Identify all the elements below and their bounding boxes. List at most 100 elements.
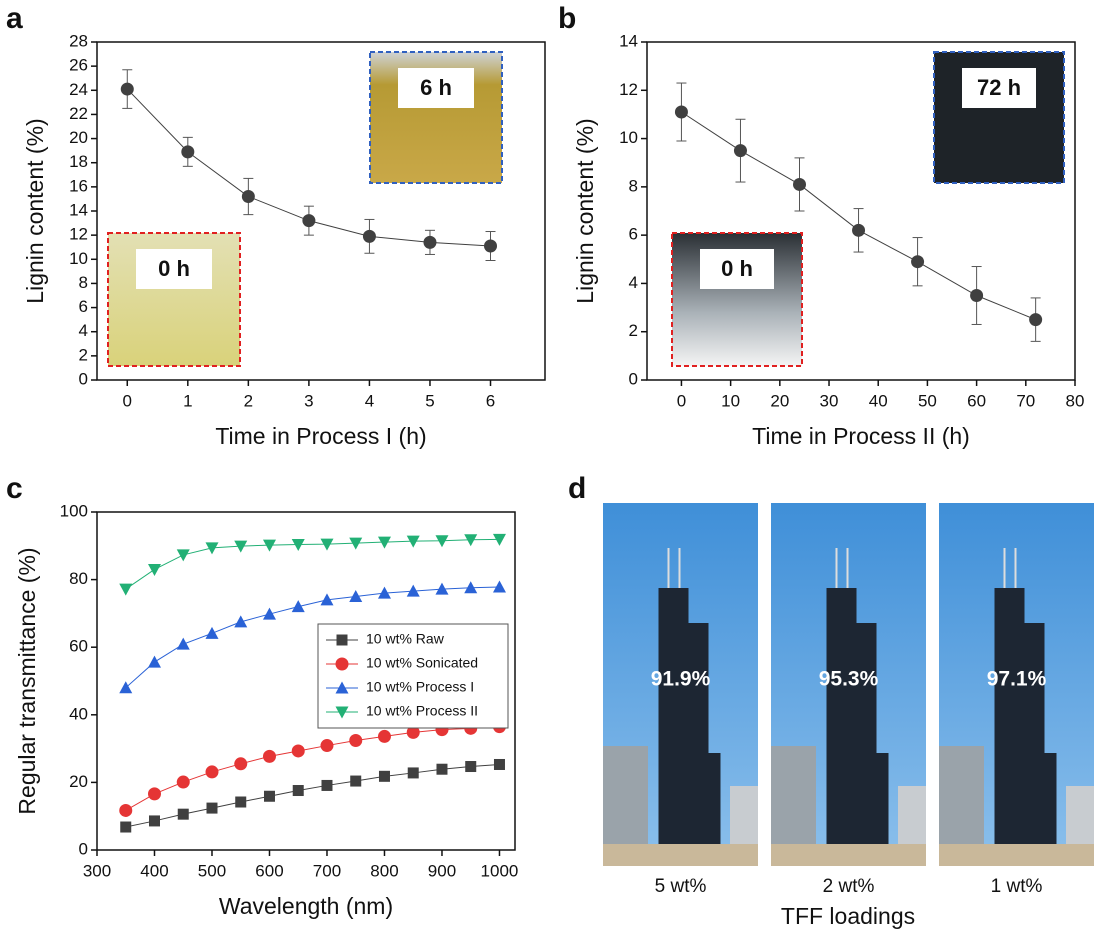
marker [120,822,131,833]
y-tick-label: 60 [69,637,88,656]
x-tick-label: 4 [365,391,374,410]
y-tick-label: 18 [69,152,88,171]
marker [148,656,161,668]
ground [603,844,758,866]
y-tick-label: 6 [629,225,638,244]
marker [148,564,161,576]
marker [493,581,506,593]
y-tick-label: 20 [69,772,88,791]
transmittance-label: 95.3% [819,668,879,691]
x-tick-label: 0 [123,391,132,410]
legend-label: 10 wt% Process II [366,703,478,719]
x-tick-label: 20 [770,391,789,410]
y-tick-label: 0 [629,369,638,388]
y-tick-label: 10 [69,249,88,268]
y-tick-label: 8 [629,176,638,195]
marker [263,608,276,620]
y-tick-label: 2 [79,345,88,364]
marker [408,767,419,778]
marker [263,750,276,763]
marker [177,776,190,789]
loading-label: 2 wt% [823,876,875,897]
x-tick-label: 900 [428,861,456,880]
x-tick-label: 700 [313,861,341,880]
figure: a b c d 0 h6 h02468101214161820222426280… [0,0,1094,933]
marker [119,584,132,596]
marker [302,214,315,227]
y-tick-label: 22 [69,104,88,123]
transmittance-label: 97.1% [987,668,1047,691]
marker [494,759,505,770]
x-tick-label: 1000 [481,861,519,880]
legend-marker [337,635,348,646]
marker [320,739,333,752]
panel-label: d [568,472,586,505]
y-tick-label: 8 [79,273,88,292]
legend-marker [336,658,349,671]
marker [378,730,391,743]
marker [363,230,376,243]
x-tick-label: 6 [486,391,495,410]
marker [292,600,305,612]
y-tick-label: 100 [60,501,88,520]
y-tick-label: 10 [619,128,638,147]
marker [205,542,218,554]
x-tick-label: 600 [255,861,283,880]
marker [234,615,247,627]
marker [321,780,332,791]
marker [181,145,194,158]
x-tick-label: 60 [967,391,986,410]
loading-label: 1 wt% [991,876,1043,897]
x-tick-label: 80 [1066,391,1085,410]
marker [178,809,189,820]
marker [119,804,132,817]
marker [148,787,161,800]
x-tick-label: 500 [198,861,226,880]
marker [349,734,362,747]
y-tick-label: 20 [69,128,88,147]
legend-label: 10 wt% Sonicated [366,655,478,671]
inset-label: 6 h [420,75,452,100]
y-tick-label: 4 [79,321,88,340]
x-tick-label: 1 [183,391,192,410]
marker [292,744,305,757]
y-tick-label: 16 [69,176,88,195]
marker [465,761,476,772]
marker [675,106,688,119]
marker [206,803,217,814]
x-tick-label: 300 [83,861,111,880]
legend-label: 10 wt% Process I [366,679,474,695]
y-tick-label: 0 [79,369,88,388]
marker [734,144,747,157]
x-tick-label: 5 [425,391,434,410]
inset-label: 0 h [158,256,190,281]
marker [242,190,255,203]
marker [852,224,865,237]
y-tick-label: 12 [619,80,638,99]
y-tick-label: 6 [79,297,88,316]
loading-label: 5 wt% [655,876,707,897]
y-tick-label: 28 [69,31,88,50]
y-tick-label: 0 [79,839,88,858]
y-tick-label: 24 [69,80,88,99]
y-tick-label: 26 [69,56,88,75]
y-tick-label: 80 [69,569,88,588]
marker [264,791,275,802]
marker [293,785,304,796]
panel-label: b [558,2,576,35]
x-tick-label: 3 [304,391,313,410]
ground [771,844,926,866]
x-axis-label: Time in Process I (h) [215,423,426,449]
marker [1029,313,1042,326]
marker [149,815,160,826]
x-tick-label: 0 [677,391,686,410]
x-axis-label: Time in Process II (h) [752,423,970,449]
x-tick-label: 800 [370,861,398,880]
y-axis-label: Regular transmittance (%) [14,547,40,814]
line [126,539,500,589]
x-tick-label: 10 [721,391,740,410]
marker [121,83,134,96]
inset-label: 72 h [977,75,1021,100]
y-tick-label: 12 [69,225,88,244]
x-tick-label: 40 [869,391,888,410]
